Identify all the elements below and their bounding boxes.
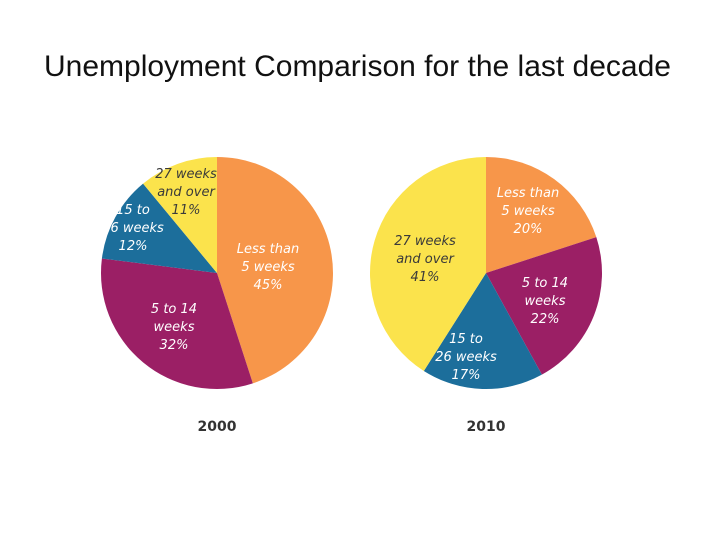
- slice-label-15-to-26-weeks: 15 to 26 weeks 17%: [435, 332, 497, 383]
- pie-slice-27-weeks-and-over: [369, 157, 486, 371]
- pie-year-label: 2000: [198, 419, 237, 435]
- pie-slice-27-weeks-and-over: [143, 157, 217, 273]
- pie-year-label: 2010: [467, 419, 506, 435]
- slice-label-15-to-26-weeks: 15 to 26 weeks 12%: [102, 203, 164, 254]
- slide-title: Unemployment Comparison for the last dec…: [44, 50, 671, 83]
- slice-label-27-weeks-and-over: 27 weeks and over 11%: [155, 167, 217, 218]
- slice-label-less-than-5-weeks: Less than 5 weeks 20%: [497, 186, 559, 237]
- pie-chart-2000: Less than 5 weeks 45% 5 to 14 weeks 32% 15 to 2…: [100, 157, 333, 435]
- pie-chart-2010: Less than 5 weeks 20% 5 to 14 weeks 22% 15 to 2…: [369, 157, 602, 435]
- pie-slice-5-to-14-weeks: [100, 258, 253, 390]
- pie-slice-15-to-26-weeks: [423, 273, 542, 389]
- slice-label-5-to-14-weeks: 5 to 14 weeks 22%: [522, 276, 568, 327]
- pie-slice-less-than-5-weeks: [217, 157, 333, 384]
- slice-label-5-to-14-weeks: 5 to 14 weeks 32%: [151, 302, 197, 353]
- pie-slice-15-to-26-weeks: [101, 183, 217, 273]
- pie-slice-less-than-5-weeks: [486, 157, 597, 273]
- slice-label-27-weeks-and-over: 27 weeks and over 41%: [394, 234, 456, 285]
- pie-slice-5-to-14-weeks: [486, 237, 602, 375]
- slice-label-less-than-5-weeks: Less than 5 weeks 45%: [237, 242, 299, 293]
